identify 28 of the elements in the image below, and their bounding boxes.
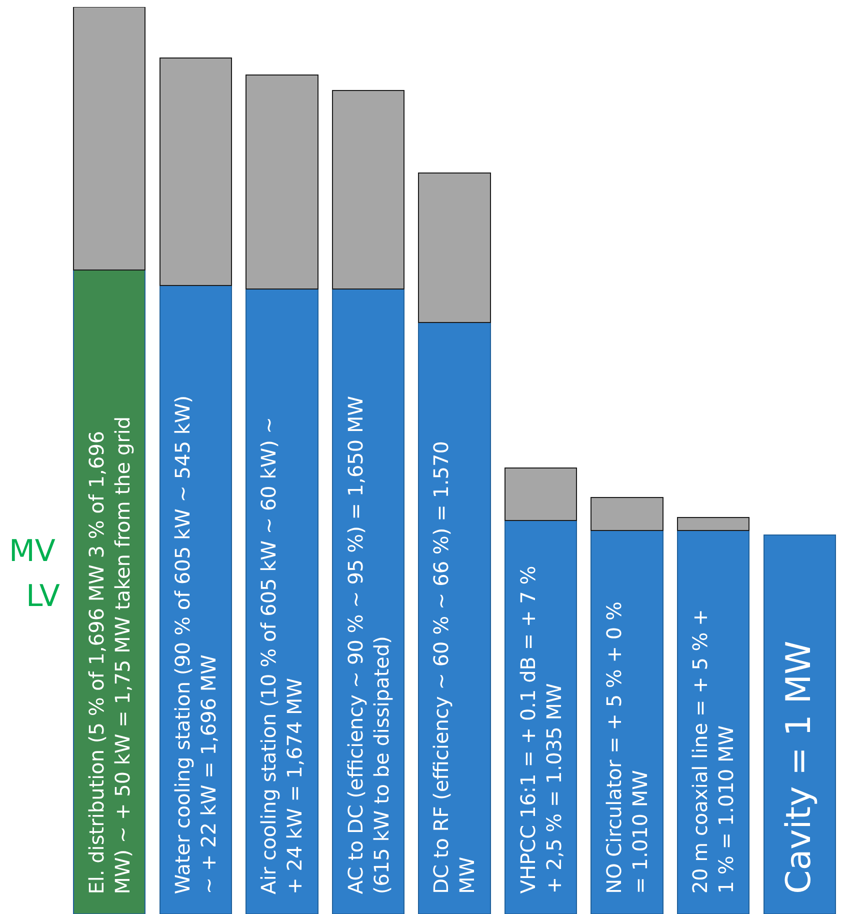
x-tick-label: El. distribution (5 % of 1,696 MW 3 % of 1,696 MW) ~ + 50 kW = 1,75 MW taken from the grid [84,416,135,894]
x-tick-label: Cavity = 1 MW [779,640,820,894]
bar [504,520,578,914]
bar [159,284,232,914]
bar [73,270,146,914]
x-tick-label: 20 m coaxial line = + 5 % + 1 % = 1.010 MW [688,609,738,894]
x-tick-label: Water cooling station (90 % of 605 kW ~ 545 kW) ~ + 22 kW = 1,696 MW [170,395,220,894]
bar [332,90,405,290]
bar [418,322,491,914]
bar [159,57,232,286]
bar [504,467,578,521]
bar [590,530,664,914]
bar [73,7,146,271]
x-tick-label: DC to RF (efficiency ~ 60 % ~ 66 %) = 1.570 MW [429,441,480,894]
x-tick-label: Air cooling station (10 % of 605 kW ~ 60 kW) ~ + 24 kW = 1,674 MW [256,416,307,894]
x-tick-label: VHPCC 16:1 = + 0.1 dB = + 7 % + 2,5 % = 1.035 MW [516,566,566,894]
bar [332,288,405,914]
bar [246,288,318,914]
x-tick-label: NO Circulator = + 5 % + 0 % = 1.010 MW [602,602,652,894]
annotation: LV [26,579,60,614]
annotation: MV [9,534,56,569]
bar [763,534,836,914]
bar [676,530,750,914]
bar [246,74,318,290]
x-tick-label: AC to DC (efficiency ~ 90 % ~ 95 %) = 1,650 MW (615 kW to be dissipated) [343,396,394,894]
bar [676,517,750,531]
bar [418,172,491,324]
bar [590,497,664,531]
